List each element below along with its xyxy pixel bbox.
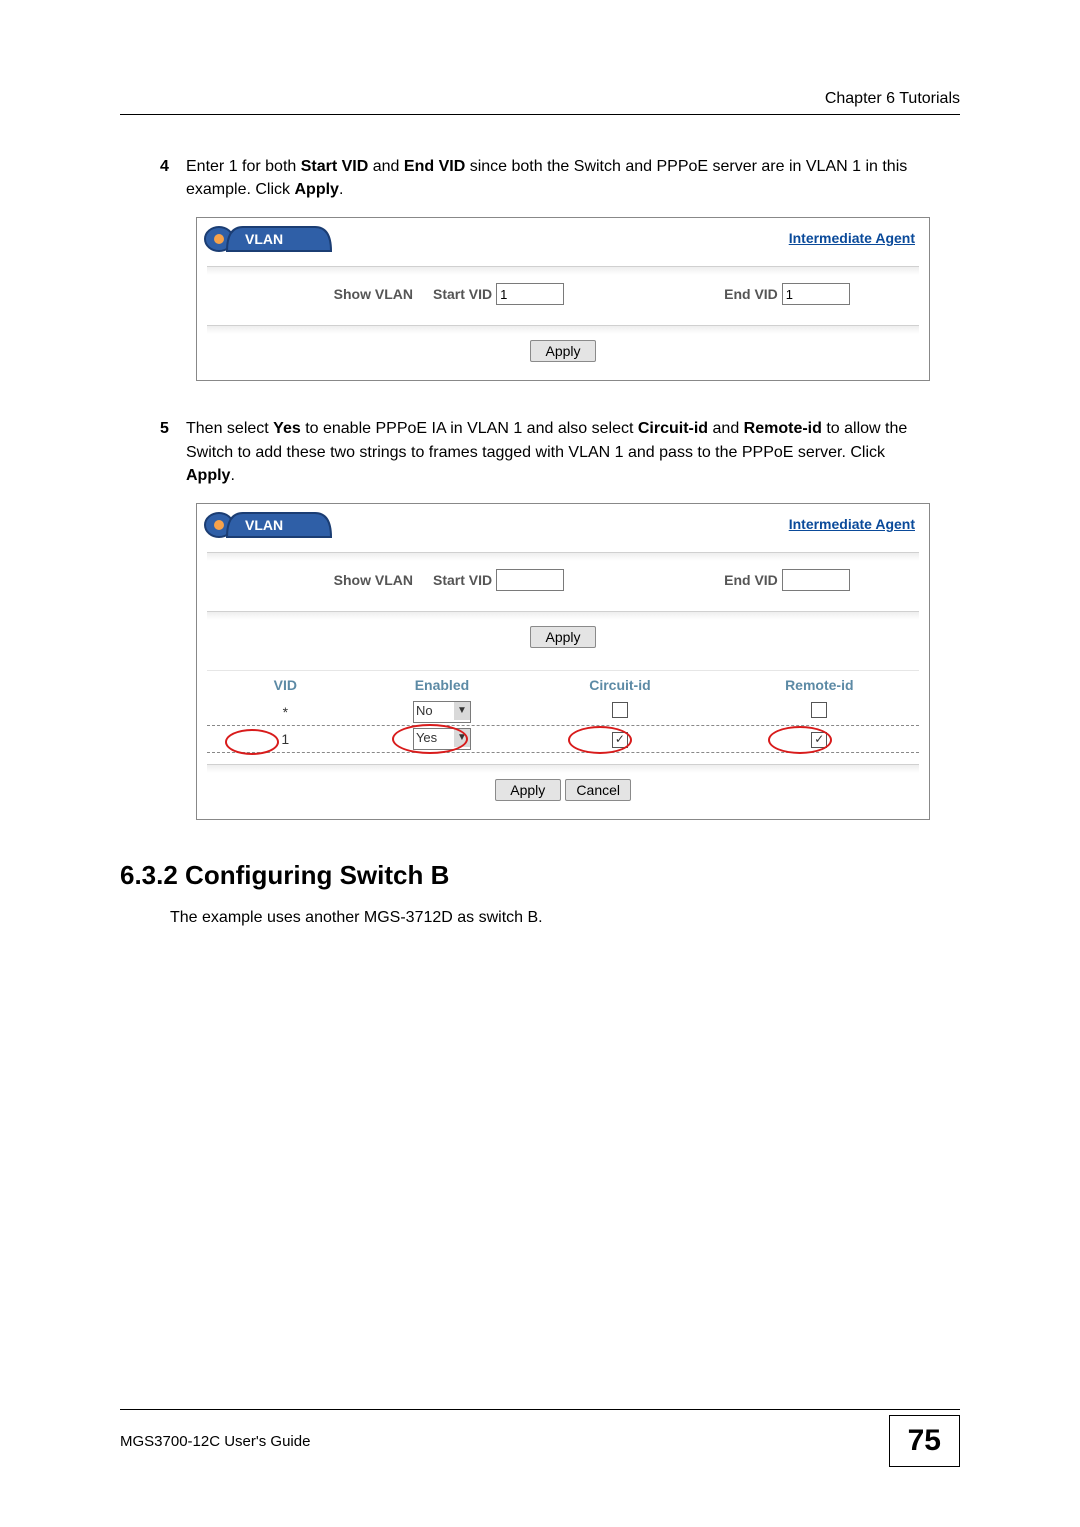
start-vid-input[interactable] <box>496 569 564 591</box>
circuit-checkbox[interactable]: ✓ <box>612 732 628 748</box>
vlan-tab-label: VLAN <box>245 517 283 533</box>
t: and <box>708 420 744 437</box>
vlan-tab-label: VLAN <box>245 231 283 247</box>
page-number: 75 <box>889 1415 960 1467</box>
intermediate-agent-link[interactable]: Intermediate Agent <box>789 230 915 246</box>
cell-vid: * <box>207 704 364 720</box>
step-4-number: 4 <box>160 155 186 201</box>
cancel-button[interactable]: Cancel <box>565 779 631 801</box>
show-vlan-label: Show VLAN <box>213 572 433 588</box>
show-vlan-label: Show VLAN <box>213 286 433 302</box>
cell-enabled: No ▼ <box>364 701 521 723</box>
divider <box>207 752 919 754</box>
t: Then select <box>186 420 273 437</box>
b: End VID <box>404 158 465 175</box>
step-4: 4 Enter 1 for both Start VID and End VID… <box>160 155 930 201</box>
th-vid: VID <box>207 677 364 693</box>
footer-guide-label: MGS3700-12C User's Guide <box>120 1433 310 1450</box>
enabled-select[interactable]: No ▼ <box>413 701 471 723</box>
divider <box>207 325 919 334</box>
start-vid-input[interactable] <box>496 283 564 305</box>
circuit-checkbox[interactable] <box>612 702 628 718</box>
start-vid-label: Start VID <box>433 572 492 588</box>
step-4-text: Enter 1 for both Start VID and End VID s… <box>186 155 930 201</box>
step-5-number: 5 <box>160 417 186 487</box>
vlan-tab-pill: VLAN <box>203 226 333 252</box>
t: . <box>230 467 234 484</box>
section-body: The example uses another MGS-3712D as sw… <box>170 909 960 927</box>
b: Start VID <box>301 158 369 175</box>
annotation-oval <box>225 729 279 755</box>
vlan-screenshot-2: VLAN Intermediate Agent Show VLAN Start … <box>196 503 930 820</box>
vlan-tab-pill: VLAN <box>203 512 333 538</box>
cell-remote: ✓ <box>720 730 919 748</box>
start-vid-label: Start VID <box>433 286 492 302</box>
cell-enabled: Yes ▼ <box>364 728 521 750</box>
remote-checkbox[interactable] <box>811 702 827 718</box>
t: and <box>368 158 404 175</box>
cell-circuit <box>520 702 719 721</box>
chevron-down-icon: ▼ <box>454 729 470 747</box>
end-vid-label: End VID <box>724 286 778 302</box>
step-5: 5 Then select Yes to enable PPPoE IA in … <box>160 417 930 487</box>
b: Apply <box>186 467 230 484</box>
section-heading: 6.3.2 Configuring Switch B <box>120 860 960 891</box>
chapter-header: Chapter 6 Tutorials <box>120 90 960 115</box>
enabled-select[interactable]: Yes ▼ <box>413 728 471 750</box>
page-footer: MGS3700-12C User's Guide 75 <box>120 1409 960 1467</box>
t: Enter 1 for both <box>186 158 301 175</box>
b: Apply <box>294 181 338 198</box>
b: Remote-id <box>744 420 822 437</box>
end-vid-input[interactable] <box>782 283 850 305</box>
cell-vid: 1 <box>207 731 364 747</box>
end-vid-input[interactable] <box>782 569 850 591</box>
b: Yes <box>273 420 301 437</box>
divider <box>207 552 919 561</box>
apply-button[interactable]: Apply <box>495 779 561 801</box>
th-remote-id: Remote-id <box>720 677 919 693</box>
cell-circuit: ✓ <box>520 730 719 748</box>
th-enabled: Enabled <box>364 677 521 693</box>
divider <box>207 611 919 620</box>
cell-remote <box>720 702 919 721</box>
table-row: 1 Yes ▼ ✓ ✓ <box>207 725 919 752</box>
divider <box>207 266 919 275</box>
apply-button[interactable]: Apply <box>530 626 596 648</box>
end-vid-label: End VID <box>724 572 778 588</box>
t: . <box>339 181 343 198</box>
enabled-select-value: Yes <box>416 730 437 745</box>
b: Circuit-id <box>638 420 708 437</box>
vlan-table-header: VID Enabled Circuit-id Remote-id <box>207 670 919 699</box>
enabled-select-value: No <box>416 703 433 718</box>
t: to enable PPPoE IA in VLAN 1 and also se… <box>301 420 638 437</box>
apply-button[interactable]: Apply <box>530 340 596 362</box>
table-row: * No ▼ <box>207 699 919 725</box>
vlan-screenshot-1: VLAN Intermediate Agent Show VLAN Start … <box>196 217 930 381</box>
vid-value: 1 <box>281 731 289 747</box>
divider <box>207 764 919 773</box>
intermediate-agent-link[interactable]: Intermediate Agent <box>789 516 915 532</box>
th-circuit-id: Circuit-id <box>520 677 719 693</box>
chevron-down-icon: ▼ <box>454 702 470 720</box>
step-5-text: Then select Yes to enable PPPoE IA in VL… <box>186 417 930 487</box>
remote-checkbox[interactable]: ✓ <box>811 732 827 748</box>
